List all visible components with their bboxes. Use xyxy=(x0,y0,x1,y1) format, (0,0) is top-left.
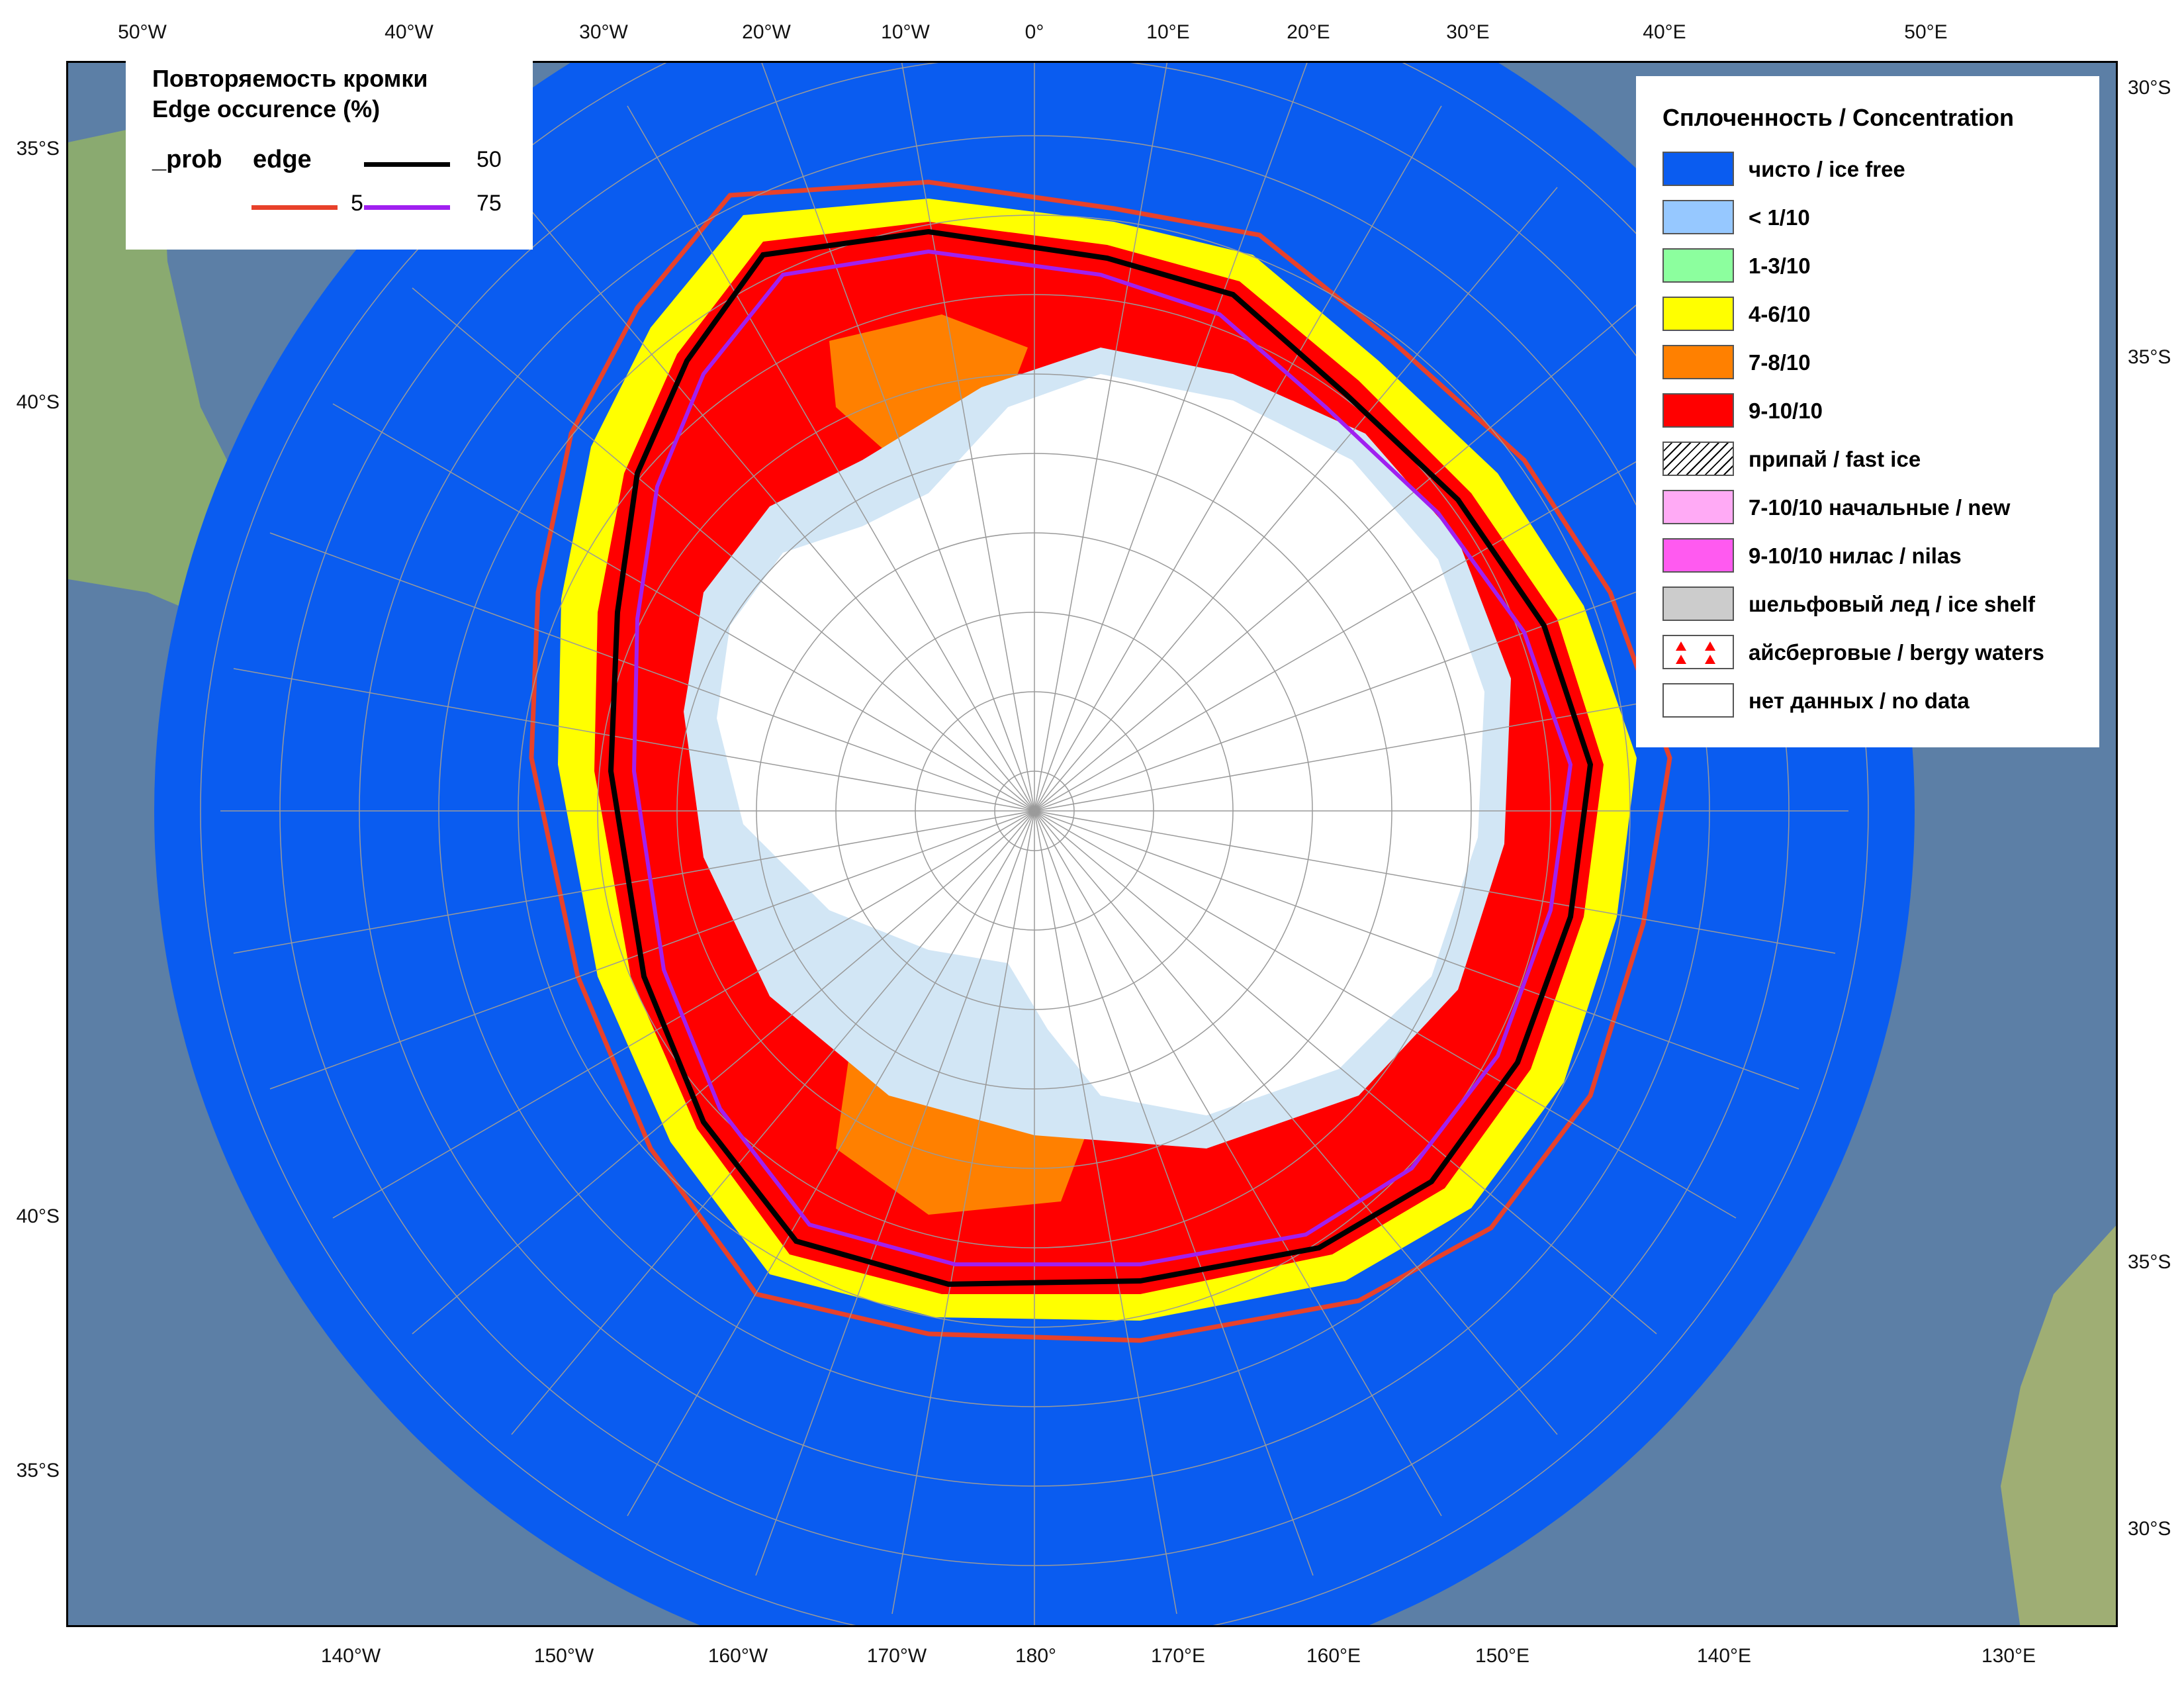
axis-tick-label: 130°E xyxy=(1981,1645,2036,1667)
africa-land xyxy=(2001,1225,2116,1625)
edge-line-5 xyxy=(529,179,1672,1343)
axis-tick-label: 35°S xyxy=(2128,1251,2171,1273)
concentration-legend-item: 9-10/10 xyxy=(1662,391,2093,430)
concentration-legend-title: Сплоченность / Concentration xyxy=(1662,104,2014,131)
legend-item-label: 7-10/10 начальные / new xyxy=(1749,495,2011,520)
axis-tick-label: 20°W xyxy=(742,21,791,43)
axis-tick-label: 160°E xyxy=(1306,1645,1361,1667)
edge-legend-swatch-5 xyxy=(251,205,338,210)
legend-swatch xyxy=(1662,490,1734,524)
axis-tick-label: 50°E xyxy=(1904,21,1948,43)
axis-tick-label: 35°S xyxy=(2128,346,2171,368)
concentration-legend-item: 9-10/10 нилас / nilas xyxy=(1662,536,2093,575)
legend-swatch xyxy=(1662,152,1734,186)
edge-legend-swatch-75 xyxy=(364,205,450,210)
triangle-pattern-icon xyxy=(1676,641,1715,664)
legend-swatch xyxy=(1662,200,1734,234)
edge-line-50 xyxy=(608,228,1594,1288)
axis-tick-label: 35°S xyxy=(16,1460,60,1481)
edge-legend-swatch-50 xyxy=(364,162,450,167)
concentration-legend-item: < 1/10 xyxy=(1662,197,2093,237)
legend-item-label: 1-3/10 xyxy=(1749,254,1811,278)
legend-swatch xyxy=(1662,538,1734,573)
legend-item-label: чисто / ice free xyxy=(1749,157,1905,181)
axis-tick-label: 150°E xyxy=(1475,1645,1530,1667)
axis-tick-label: 170°W xyxy=(866,1645,927,1667)
concentration-legend-item: айсберговые / bergy waters xyxy=(1662,632,2093,672)
edge-legend-title-en: Edge occurence (%) xyxy=(152,95,381,122)
axis-tick-label: 150°W xyxy=(533,1645,594,1667)
axis-tick-label: 10°W xyxy=(881,21,930,43)
legend-item-label: < 1/10 xyxy=(1749,205,1810,230)
edge-legend-value-75: 75 xyxy=(477,191,502,216)
edge-occurrence-legend: Повторяемость кромки Edge occurence (%) … xyxy=(126,54,533,250)
legend-item-label: 9-10/10 xyxy=(1749,399,1823,423)
legend-swatch xyxy=(1662,248,1734,283)
axis-tick-label: 40°S xyxy=(16,391,60,413)
legend-item-label: нет данных / no data xyxy=(1749,688,1970,713)
axis-tick-label: 10°E xyxy=(1146,21,1190,43)
edge-legend-value-5: 5 xyxy=(351,191,363,216)
south-america-land xyxy=(68,122,439,645)
legend-item-label: 4-6/10 xyxy=(1749,302,1811,326)
axis-tick-label: 30°E xyxy=(1446,21,1490,43)
map-frame[interactable] xyxy=(66,61,2118,1627)
axis-tick-label: 30°W xyxy=(579,21,628,43)
concentration-legend-item: нет данных / no data xyxy=(1662,680,2093,720)
legend-item-label: припай / fast ice xyxy=(1749,447,1921,471)
legend-swatch xyxy=(1662,393,1734,428)
axis-tick-label: 160°W xyxy=(707,1645,768,1667)
axis-tick-label: 0° xyxy=(1024,21,1044,43)
concentration-legend-item: 4-6/10 xyxy=(1662,294,2093,334)
edge-legend-prob-label: _prob xyxy=(152,146,222,173)
edge-legend-edge-label: edge xyxy=(253,146,312,173)
legend-swatch xyxy=(1662,297,1734,331)
sea-ice-map xyxy=(68,63,2116,1625)
edge-line-75 xyxy=(631,249,1573,1266)
concentration-legend-item: припай / fast ice xyxy=(1662,439,2093,479)
legend-item-label: шельфовый лед / ice shelf xyxy=(1749,592,2036,616)
concentration-legend-item: 7-8/10 xyxy=(1662,342,2093,382)
legend-item-label: 7-8/10 xyxy=(1749,350,1811,375)
axis-tick-label: 35°S xyxy=(16,138,60,160)
legend-swatch xyxy=(1662,586,1734,621)
axis-tick-label: 50°W xyxy=(118,21,167,43)
axis-tick-label: 30°S xyxy=(2128,1518,2171,1540)
axis-tick-label: 40°W xyxy=(385,21,433,43)
axis-tick-label: 20°E xyxy=(1287,21,1330,43)
concentration-legend-item: 7-10/10 начальные / new xyxy=(1662,487,2093,527)
axis-tick-label: 40°E xyxy=(1643,21,1686,43)
axis-tick-label: 180° xyxy=(1015,1645,1057,1667)
axis-tick-label: 170°E xyxy=(1150,1645,1206,1667)
antarctica-continent xyxy=(717,374,1484,1115)
axis-tick-label: 40°S xyxy=(16,1205,60,1227)
legend-item-label: 9-10/10 нилас / nilas xyxy=(1749,543,1962,568)
axis-tick-label: 30°S xyxy=(2128,77,2171,99)
legend-swatch xyxy=(1662,683,1734,718)
legend-item-label: айсберговые / bergy waters xyxy=(1749,640,2044,665)
concentration-legend-item: чисто / ice free xyxy=(1662,149,2093,189)
axis-tick-label: 140°W xyxy=(320,1645,381,1667)
legend-swatch xyxy=(1662,345,1734,379)
legend-swatch xyxy=(1662,442,1734,476)
concentration-legend: Сплоченность / Concentration чисто / ice… xyxy=(1636,76,2099,747)
edge-legend-value-50: 50 xyxy=(477,147,502,172)
axis-tick-label: 140°E xyxy=(1696,1645,1752,1667)
edge-legend-title-ru: Повторяемость кромки xyxy=(152,65,428,92)
legend-swatch xyxy=(1662,635,1734,669)
concentration-legend-item: 1-3/10 xyxy=(1662,246,2093,285)
concentration-legend-item: шельфовый лед / ice shelf xyxy=(1662,584,2093,624)
